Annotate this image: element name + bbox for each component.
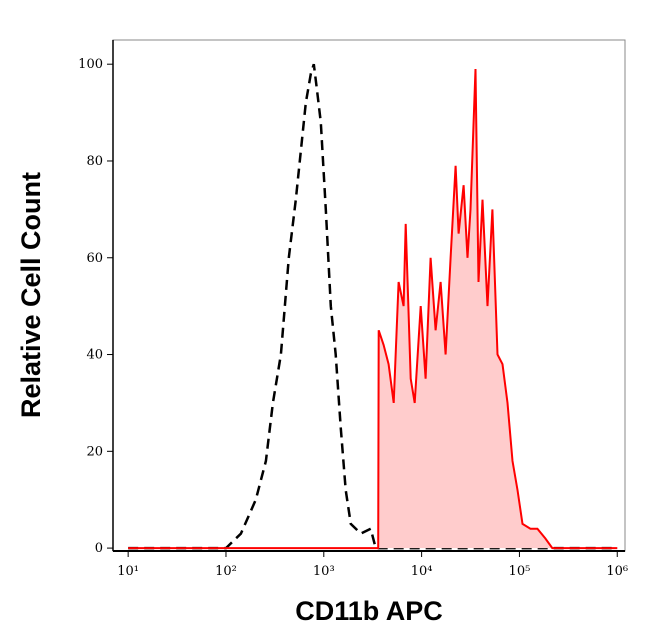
y-tick-label: 60 [86, 251, 103, 266]
y-axis-label: Relative Cell Count [16, 172, 46, 418]
x-tick-label: 10⁴ [411, 564, 433, 579]
y-tick-label: 100 [78, 57, 103, 72]
y-tick-label: 0 [95, 541, 103, 556]
x-tick-label: 10⁶ [606, 564, 628, 579]
x-tick-label: 10⁵ [509, 564, 531, 579]
histogram-fill [128, 69, 618, 549]
y-tick-label: 40 [86, 348, 103, 363]
stained-histogram [128, 68, 618, 550]
x-tick-label: 10³ [313, 564, 335, 579]
x-axis-label: CD11b APC [295, 596, 443, 626]
x-tick-label: 10¹ [117, 564, 139, 579]
x-tick-label: 10² [215, 564, 237, 579]
y-tick-label: 20 [86, 444, 103, 459]
y-tick-label: 80 [86, 154, 103, 169]
plot-frame [112, 39, 626, 552]
isotype-histogram [128, 63, 618, 550]
